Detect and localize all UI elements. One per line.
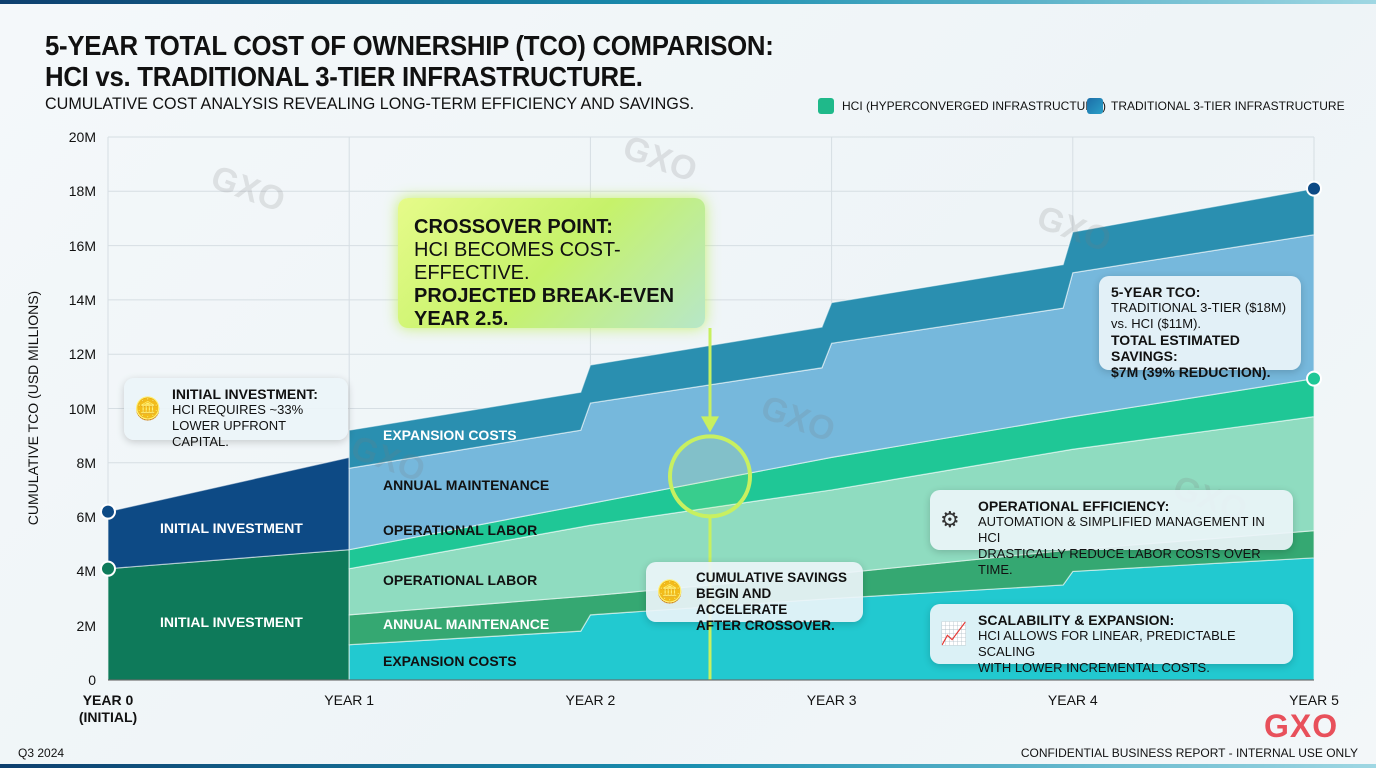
x-tick-label: YEAR 4 — [1047, 692, 1098, 708]
x-tick-label: YEAR 1 — [324, 692, 375, 708]
marker-hci — [100, 560, 116, 577]
hand-coin-icon: 🪙 — [656, 579, 684, 604]
band-label-hci-labor: OPERATIONAL LABOR — [383, 522, 538, 538]
y-tick-label: 2M — [76, 617, 96, 634]
y-axis-label: CUMULATIVE TCO (USD MILLIONS) — [25, 290, 41, 526]
top-accent-bar — [0, 0, 1376, 4]
legend-item-hci: HCI (HYPERCONVERGED INFRASTRUCTURE) — [818, 98, 1106, 114]
scalability-callout: 📈 SCALABILITY & EXPANSION: HCI ALLOWS FOR… — [930, 604, 1293, 675]
y-tick-label: 6M — [76, 509, 96, 526]
cumulative-savings-callout: 🪙 CUMULATIVE SAVINGS BEGIN AND ACCELERATE… — [646, 562, 863, 633]
report-date: Q3 2024 — [18, 746, 65, 760]
crossover-arrowhead — [701, 416, 719, 433]
band-label-hci-labor-light: OPERATIONAL LABOR — [383, 572, 538, 588]
marker-traditional — [100, 503, 116, 520]
band-label-trad-initial: INITIAL INVESTMENT — [160, 520, 303, 536]
marker-hci — [1306, 370, 1322, 387]
operational-efficiency-callout: ⚙ OPERATIONAL EFFICIENCY: AUTOMATION & SI… — [930, 490, 1293, 577]
gear-icon: ⚙ — [940, 507, 960, 532]
y-tick-label: 16M — [68, 237, 96, 254]
band-traditional-initial-investment — [107, 456, 350, 570]
crossover-callout: CROSSOVER POINT: HCI BECOMES COST-EFFECT… — [398, 198, 705, 330]
y-tick-label: 12M — [68, 346, 96, 363]
five-year-tco-callout: 5-YEAR TCO: TRADITIONAL 3-TIER ($18M) vs. … — [1099, 276, 1301, 380]
confidentiality-note: CONFIDENTIAL BUSINESS REPORT - INTERNAL … — [1020, 746, 1358, 760]
chart-title: 5-YEAR TOTAL COST OF OWNERSHIP (TCO) COM… — [45, 30, 774, 92]
y-tick-label: 18M — [68, 183, 96, 200]
gxo-logo: GXO — [1264, 708, 1339, 744]
band-label-trad-maintenance: ANNUAL MAINTENANCE — [383, 477, 550, 493]
legend-label: TRADITIONAL 3-TIER INFRASTRUCTURE — [1111, 99, 1345, 113]
y-tick-label: 14M — [68, 291, 96, 308]
marker-traditional — [1306, 180, 1322, 197]
band-label-hci-initial: INITIAL INVESTMENT — [160, 614, 303, 630]
y-tick-label: 8M — [76, 454, 96, 471]
legend-item-traditional: TRADITIONAL 3-TIER INFRASTRUCTURE — [1087, 98, 1345, 114]
y-tick-label: 20M — [68, 129, 96, 145]
legend-label: HCI (HYPERCONVERGED INFRASTRUCTURE) — [842, 99, 1107, 113]
x-tick-label: YEAR 3 — [806, 692, 857, 708]
band-traditional-expansion-costs — [348, 187, 1315, 469]
y-tick-label: 0 — [88, 672, 96, 688]
legend-swatch-traditional — [1087, 98, 1103, 114]
chart-subtitle: CUMULATIVE COST ANALYSIS REVEALING LONG-… — [45, 94, 695, 113]
crossover-circle — [668, 434, 752, 519]
y-tick-label: 4M — [76, 563, 96, 580]
x-tick-label: YEAR 2 — [565, 692, 616, 708]
band-label-trad-expansion: EXPANSION COSTS — [383, 427, 517, 443]
initial-investment-callout: 🪙 INITIAL INVESTMENT: HCI REQUIRES ~33% LO… — [124, 378, 348, 449]
growth-chart-icon: 📈 — [940, 621, 968, 646]
bottom-accent-bar — [0, 764, 1376, 768]
x-tick-label: YEAR 5 — [1289, 692, 1339, 708]
y-tick-label: 10M — [68, 400, 96, 417]
x-tick-label: YEAR 0 (INITIAL) — [78, 692, 138, 725]
legend-swatch-hci — [818, 98, 834, 114]
band-label-hci-expansion: EXPANSION COSTS — [383, 653, 517, 669]
hand-coin-icon: 🪙 — [134, 396, 162, 421]
band-label-hci-maintenance: ANNUAL MAINTENANCE — [383, 616, 550, 632]
